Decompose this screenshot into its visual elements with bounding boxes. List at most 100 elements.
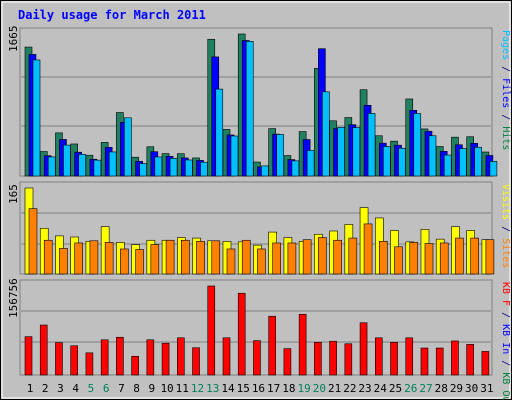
bar-sites-day-12 [196,241,205,275]
legend-part-0-2: Files [500,78,511,108]
bar-sites-day-24 [378,241,388,275]
bar-pages-day-2 [47,156,56,177]
x-tick-label-3: 3 [57,382,64,395]
x-tick-label-28: 28 [435,382,448,395]
bar-kb-f-day-29 [451,340,459,376]
legend-part-0-4: Hits [500,126,511,150]
x-tick-label-1: 1 [27,382,34,395]
right-legend-1: Visits / Sites [500,184,511,268]
bar-kb-f-day-28 [435,347,444,376]
bar-kb-f-day-20 [314,342,322,376]
bar-kb-f-day-4 [70,345,78,376]
x-tick-label-18: 18 [282,382,295,395]
bar-sites-day-8 [135,249,144,275]
bar-kb-f-day-24 [374,337,383,376]
bar-kb-f-day-1 [24,336,33,376]
bar-sites-day-26 [409,242,419,275]
bar-kb-f-day-22 [344,343,353,376]
x-tick-label-26: 26 [404,382,417,395]
bar-pages-day-27 [428,135,437,177]
x-tick-label-15: 15 [237,382,250,395]
bar-pages-day-1 [32,59,41,177]
x-tick-label-8: 8 [133,382,140,395]
bar-pages-day-6 [108,151,117,177]
bar-pages-day-10 [169,158,178,177]
bar-pages-day-16 [261,165,269,177]
bar-sites-day-18 [287,242,297,275]
x-tick-label-4: 4 [72,382,79,395]
x-tick-label-22: 22 [343,382,356,395]
bar-pages-day-31 [489,161,498,177]
bar-sites-day-22 [348,237,358,275]
bar-kb-f-day-12 [192,347,200,376]
bar-kb-f-day-2 [39,324,48,376]
x-tick-label-21: 21 [328,382,341,395]
bar-pages-day-30 [474,146,482,177]
bar-kb-f-day-19 [298,313,307,376]
bar-sites-day-9 [150,244,160,275]
chart-title: Daily usage for March 2011 [18,8,206,22]
bar-sites-day-17 [272,242,281,275]
bar-sites-day-16 [257,248,266,275]
right-legend-2: KB F / KB In / KB Out [500,282,511,400]
bar-sites-day-11 [181,239,190,275]
legend-part-0-1: / [500,60,511,78]
bar-pages-day-22 [352,127,361,177]
right-legend-labels: Pages / Files / Hits Visits / Sites KB F /… [500,30,511,400]
bar-kb-f-day-3 [55,342,63,376]
x-tick-label-20: 20 [313,382,326,395]
legend-part-1-0: Visits [500,184,511,220]
bar-pages-day-25 [398,147,406,177]
bar-pages-day-15 [245,41,254,177]
bar-pages-day-19 [306,150,315,177]
legend-part-2-1: / [500,306,511,324]
x-tick-label-10: 10 [160,382,173,395]
bar-sites-day-5 [89,240,99,275]
x-tick-label-27: 27 [419,382,432,395]
bar-pages-day-3 [63,144,71,177]
legend-part-0-3: / [500,108,511,126]
bar-sites-day-1 [28,208,38,275]
hits-ymax-label: 1665 [7,26,20,53]
bar-kb-f-day-15 [237,292,246,376]
bar-pages-day-9 [154,156,163,177]
bar-kb-f-day-26 [405,337,414,376]
legend-part-0-0: Pages [500,30,511,60]
bar-pages-day-13 [215,88,224,177]
bar-pages-day-20 [322,91,330,177]
bar-sites-day-23 [363,223,373,275]
legend-part-2-3: / [500,354,511,372]
bar-kb-f-day-18 [283,348,292,376]
bar-sites-day-15 [241,239,251,275]
bar-pages-day-7 [124,117,132,177]
bar-sites-day-10 [165,239,175,275]
bar-kb-f-day-31 [481,351,490,376]
bar-sites-day-13 [211,240,221,275]
bar-sites-day-27 [424,243,434,275]
x-tick-label-29: 29 [450,382,463,395]
bar-kb-f-day-17 [268,315,276,376]
kbytes-ymax-label: 156756 [7,278,20,318]
bar-pages-day-18 [291,160,300,177]
bar-sites-day-4 [74,242,83,275]
bar-kb-f-day-7 [116,336,124,376]
x-tick-label-2: 2 [42,382,49,395]
bar-sites-day-25 [394,246,403,275]
bar-pages-day-21 [337,127,345,177]
bar-kb-f-day-16 [253,340,261,376]
x-tick-label-31: 31 [480,382,493,395]
bar-kb-f-day-9 [146,339,155,376]
x-tick-label-7: 7 [118,382,125,395]
x-tick-label-17: 17 [267,382,280,395]
bar-sites-day-2 [43,239,53,275]
bar-sites-day-19 [302,239,312,275]
bar-kb-f-day-5 [85,352,94,376]
x-tick-label-16: 16 [252,382,265,395]
bar-kb-f-day-13 [207,285,216,376]
x-tick-label-11: 11 [176,382,189,395]
bar-sites-day-14 [226,248,236,275]
bar-kb-f-day-25 [390,342,398,376]
bar-sites-day-28 [439,242,449,275]
